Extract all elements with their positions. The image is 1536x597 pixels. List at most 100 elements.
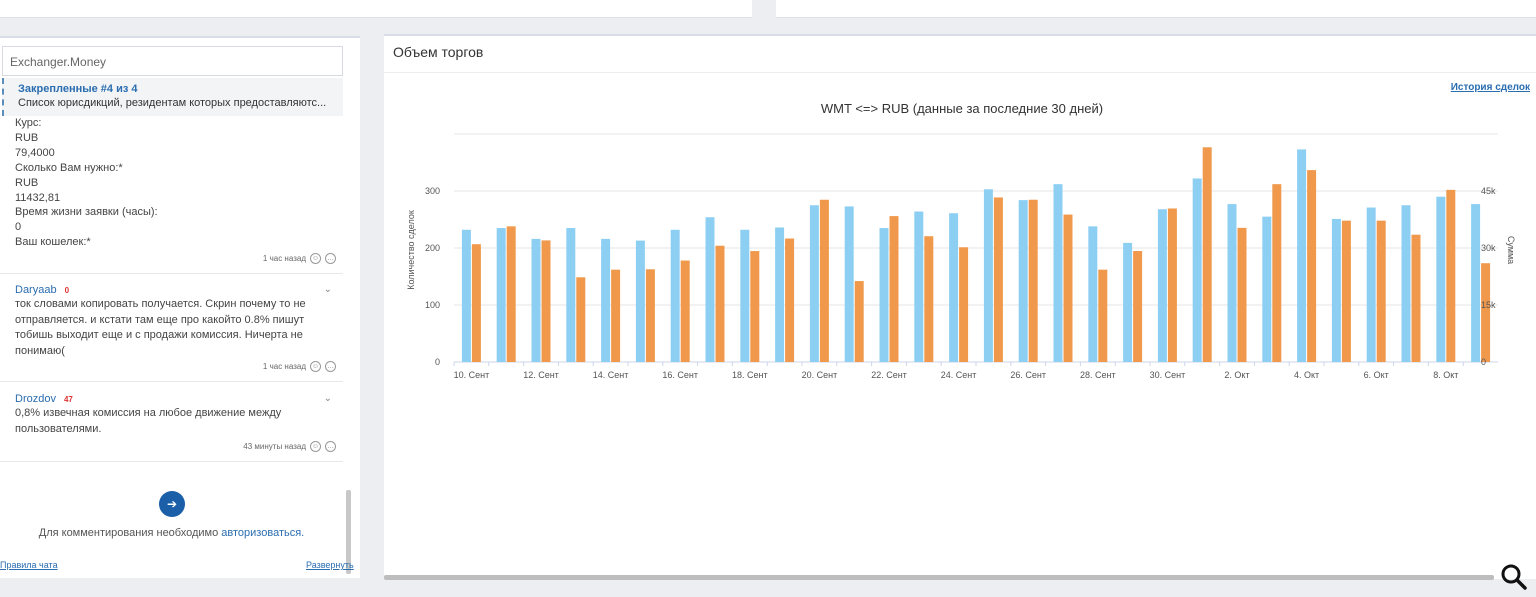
comment-time: 1 час назад	[262, 362, 306, 371]
separator	[384, 72, 1536, 73]
bar-sum	[1307, 170, 1317, 362]
message-line: RUB	[15, 176, 39, 189]
bar-count	[670, 229, 680, 362]
pinned-title[interactable]: Закрепленные #4 из 4	[18, 83, 138, 95]
x-tick-label: 16. Сент	[662, 370, 698, 380]
pinned-message[interactable]: Закрепленные #4 из 4 Список юрисдикций, …	[2, 78, 343, 116]
bar-sum	[645, 269, 655, 362]
comment-author[interactable]: Drozdov	[15, 393, 56, 405]
message-line: Ваш кошелек:*	[15, 236, 91, 249]
y-tick-label: 100	[425, 300, 440, 310]
bar-count	[1436, 196, 1446, 362]
bar-sum	[611, 269, 621, 362]
bar-sum	[819, 199, 829, 362]
top-right-card	[776, 0, 1536, 18]
bar-count	[1366, 207, 1376, 362]
chevron-down-icon[interactable]: ⌄	[323, 284, 332, 295]
chat-scrollbar[interactable]	[346, 490, 351, 574]
bar-sum	[1376, 220, 1386, 362]
comment-rating: 47	[63, 394, 73, 404]
message-line: 11432,81	[15, 191, 61, 204]
chat-title: Exchanger.Money	[2, 46, 343, 76]
bar-sum	[924, 236, 934, 362]
y2-tick-label: 15k	[1481, 300, 1496, 310]
separator	[0, 381, 343, 382]
bar-sum	[1411, 234, 1421, 362]
bar-count	[601, 238, 611, 362]
bar-sum	[1272, 184, 1282, 362]
bar-count	[1262, 216, 1272, 362]
bar-sum	[1481, 263, 1491, 362]
comment-header: Daryaab 0	[15, 284, 335, 296]
bar-sum	[1133, 251, 1143, 362]
y-axis-title: Количество сделок	[406, 210, 416, 290]
bar-sum	[715, 245, 725, 362]
message-line: Курс:	[15, 117, 42, 129]
x-tick-label: 8. Окт	[1433, 370, 1458, 380]
bar-count	[1088, 226, 1098, 362]
bar-sum	[506, 226, 516, 362]
x-tick-label: 24. Сент	[941, 370, 977, 380]
bar-count	[1123, 242, 1133, 362]
enter-icon[interactable]: ➔	[159, 491, 185, 517]
speech-bubble-icon[interactable]: …	[325, 361, 336, 372]
comment-meta: 1 час назад ☺ …	[263, 361, 336, 372]
x-tick-label: 4. Окт	[1294, 370, 1319, 380]
bar-sum	[1341, 220, 1351, 362]
comment-rating: 0	[64, 285, 70, 295]
bar-sum	[576, 277, 586, 362]
bar-count	[705, 217, 715, 362]
separator	[0, 273, 343, 274]
speech-bubble-icon[interactable]: …	[325, 441, 336, 452]
chevron-down-icon[interactable]: ⌄	[323, 393, 332, 404]
horizontal-scrollbar[interactable]	[384, 575, 1494, 580]
bar-count	[566, 228, 576, 362]
bar-count	[1192, 178, 1202, 362]
bar-count	[531, 238, 541, 362]
y2-axis-title: Сумма	[1506, 236, 1516, 264]
chat-rules-link[interactable]: Правила чата	[0, 560, 58, 570]
bar-count	[914, 211, 924, 362]
login-link[interactable]: авторизоваться.	[221, 527, 305, 539]
comment-time: 43 минуты назад	[243, 442, 306, 451]
bar-count	[1471, 204, 1481, 362]
comment-text: 0,8% извечная комиссия на любое движение…	[15, 407, 282, 435]
bar-sum	[541, 240, 551, 362]
login-prefix: Для комментирования необходимо	[38, 527, 222, 539]
trade-volume-chart: WMT <=> RUB (данные за последние 30 дней…	[406, 101, 1516, 380]
bar-count	[983, 189, 993, 362]
trade-history-link[interactable]: История сделок	[1450, 82, 1530, 93]
y-tick-label: 0	[435, 357, 440, 367]
magnifier-icon[interactable]	[1500, 563, 1528, 591]
message-line: 79,4000	[15, 146, 55, 159]
bar-count	[1018, 200, 1028, 362]
expand-chat-link[interactable]: Развернуть	[306, 560, 354, 570]
bar-sum	[1098, 269, 1108, 362]
login-prompt: Для комментирования необходимо авторизов…	[0, 527, 343, 539]
y-tick-label: 200	[425, 243, 440, 253]
separator	[0, 461, 343, 462]
x-tick-label: 14. Сент	[593, 370, 629, 380]
bar-count	[461, 229, 471, 362]
y2-tick-label: 30k	[1481, 243, 1496, 253]
smile-plus-icon[interactable]: ☺	[310, 441, 321, 452]
x-tick-label: 26. Сент	[1010, 370, 1046, 380]
message-line: Сколько Вам нужно:*	[15, 161, 123, 174]
comment-item: Drozdov 47 0,8% извечная комиссия на люб…	[15, 393, 335, 437]
smile-plus-icon[interactable]: ☺	[310, 361, 321, 372]
comment-author[interactable]: Daryaab	[15, 284, 57, 296]
message-line: RUB	[15, 131, 39, 144]
bar-count	[1053, 184, 1063, 362]
bar-sum	[785, 238, 795, 362]
comment-header: Drozdov 47	[15, 393, 335, 405]
x-tick-label: 10. Сент	[454, 370, 490, 380]
speech-bubble-icon[interactable]: …	[325, 253, 336, 264]
bar-sum	[1202, 147, 1212, 362]
x-tick-label: 2. Окт	[1224, 370, 1249, 380]
bar-sum	[854, 281, 864, 362]
x-tick-label: 18. Сент	[732, 370, 768, 380]
bar-sum	[680, 260, 690, 362]
bar-sum	[471, 244, 481, 362]
bar-count	[496, 228, 506, 362]
smile-plus-icon[interactable]: ☺	[310, 253, 321, 264]
